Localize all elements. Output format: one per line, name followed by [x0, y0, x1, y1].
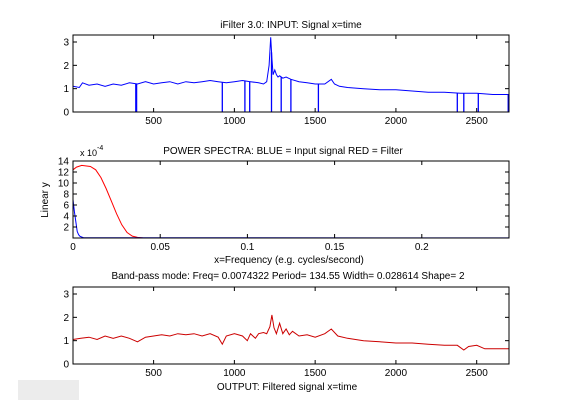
panel1-x-tick-label: 1500	[304, 116, 327, 127]
panel2-x-tick-label: 0.2	[415, 242, 429, 253]
panel2-y-tick-label: 4	[63, 212, 69, 223]
panel2-y-tick-label: 6	[63, 201, 69, 212]
panel1-x-tick-label: 2000	[385, 116, 408, 127]
panel1-x-tick-label: 2500	[466, 116, 489, 127]
panel2-y-tick-label: 10	[58, 179, 70, 190]
panel3-series-1-line	[72, 314, 509, 351]
panel-power-spectra: POWER SPECTRA: BLUE = Input signal RED =…	[40, 145, 510, 266]
panel2-title: POWER SPECTRA: BLUE = Input signal RED =…	[163, 146, 403, 157]
panel1-y-tick-label: 0	[63, 108, 69, 119]
panel2-x-tick-label: 0	[70, 242, 76, 253]
panel1-y-tick-label: 1	[63, 84, 69, 95]
panel2-axes-box	[72, 160, 510, 239]
panel3-axes-box	[72, 286, 510, 365]
panel1-series-1-line	[72, 37, 509, 95]
panel3-title: Band-pass mode: Freq= 0.0074322 Period= …	[111, 271, 464, 282]
panel2-y-exponent: -4	[97, 145, 103, 152]
panel2-y-axis-label: Linear y	[40, 182, 51, 218]
panel2-x-tick-label: 0.15	[325, 242, 345, 253]
panel1-x-tick-label: 1000	[223, 116, 246, 127]
panel2-y-tick-label: 12	[58, 168, 70, 179]
panel3-y-tick-label: 1	[63, 336, 69, 347]
panel3-y-tick-label: 2	[63, 313, 69, 324]
panel3-x-axis-label: OUTPUT: Filtered signal x=time	[217, 382, 358, 393]
panel3-y-tick-label: 3	[63, 290, 69, 301]
panel3-x-tick-label: 2000	[385, 368, 408, 379]
panel3-x-tick-label: 500	[145, 368, 162, 379]
panel3-x-tick-label: 1000	[223, 368, 246, 379]
status-region	[18, 380, 79, 400]
panel3-x-tick-label: 1500	[304, 368, 327, 379]
panel3-y-tick-label: 0	[63, 360, 69, 371]
panel2-y-tick-label: 2	[63, 223, 69, 234]
panel2-y-tick-label: 8	[63, 190, 69, 201]
panel2-y-multiplier: x 10	[80, 148, 97, 158]
panel1-title: iFilter 3.0: INPUT: Signal x=time	[220, 20, 362, 31]
panel-filtered-output: Band-pass mode: Freq= 0.0074322 Period= …	[63, 271, 510, 393]
panel1-axes-box	[72, 34, 510, 113]
panel2-x-tick-label: 0.1	[240, 242, 254, 253]
panel1-y-tick-label: 3	[63, 38, 69, 49]
panel2-series-1-line	[72, 164, 509, 239]
panel2-y-tick-label: 14	[58, 157, 70, 168]
panel2-x-tick-label: 0.05	[150, 242, 170, 253]
panel1-x-tick-label: 500	[145, 116, 162, 127]
panel1-y-tick-label: 2	[63, 61, 69, 72]
panel2-series-2-line	[72, 199, 510, 239]
panel-input-signal: iFilter 3.0: INPUT: Signal x=time 500 100…	[63, 20, 510, 127]
panel2-x-axis-label: x=Frequency (e.g. cycles/second)	[214, 255, 364, 266]
panel3-x-tick-label: 2500	[466, 368, 489, 379]
